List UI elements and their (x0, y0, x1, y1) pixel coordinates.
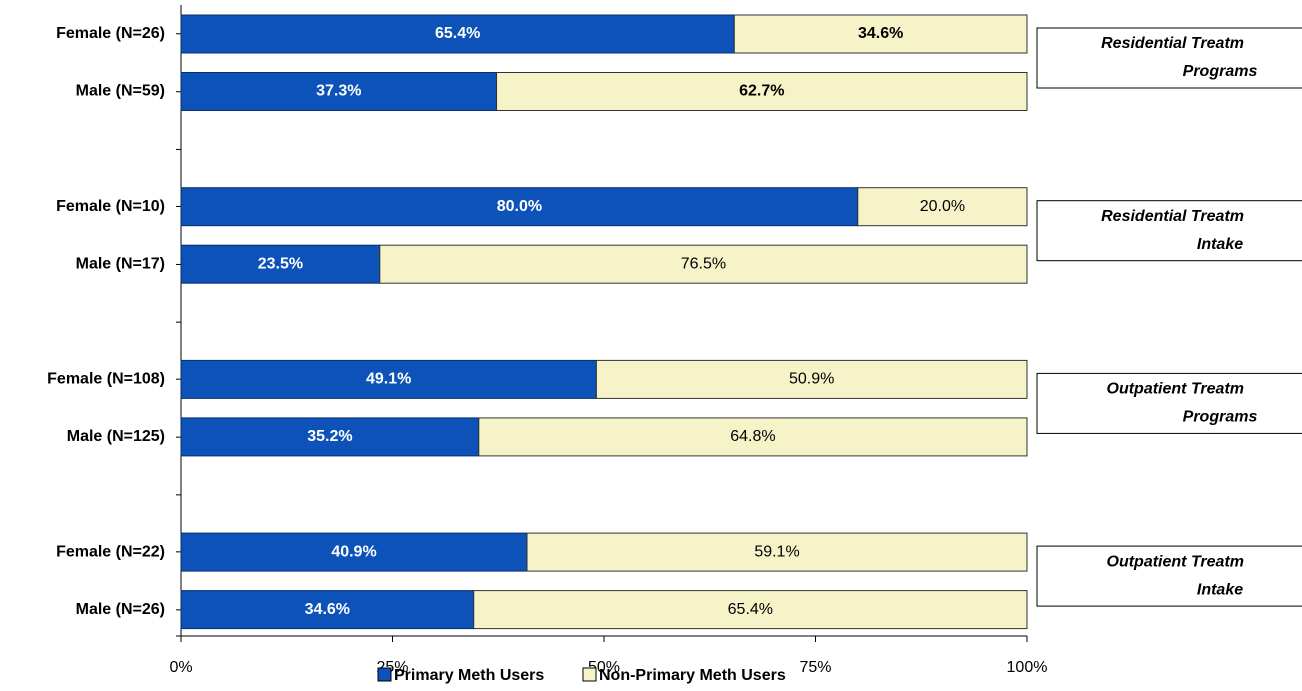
data-label: 64.8% (730, 428, 775, 445)
group-label: Intake (1197, 236, 1243, 253)
bar-segment (180, 590, 475, 630)
bar-segment (473, 590, 1028, 630)
data-label: 23.5% (258, 255, 303, 272)
group-label: Outpatient Treatm (1107, 553, 1245, 570)
group-box (1036, 545, 1302, 607)
category-label: Male (N=125) (67, 428, 165, 445)
category-label: Male (N=17) (76, 255, 165, 272)
data-label: 40.9% (331, 543, 376, 560)
bar-segment (733, 14, 1028, 54)
data-label: 59.1% (754, 543, 799, 560)
group-label: Outpatient Treatm (1107, 381, 1245, 398)
category-label: Female (N=26) (56, 25, 165, 42)
data-label: 65.4% (728, 601, 773, 618)
group-label: Programs (1183, 63, 1258, 80)
bar-segment (496, 72, 1028, 111)
group-label: Programs (1183, 409, 1258, 426)
category-label: Female (N=22) (56, 543, 165, 560)
bar-segment (180, 187, 859, 227)
bar-segment (857, 187, 1028, 227)
data-label: 37.3% (316, 83, 361, 100)
group-box (1036, 372, 1302, 434)
group-label: Residential Treatm (1101, 35, 1244, 52)
bar-segment (180, 532, 528, 572)
x-tick-label: 100% (1007, 659, 1048, 676)
data-label: 20.0% (920, 198, 965, 215)
x-tick-label: 75% (799, 659, 831, 676)
data-label: 49.1% (366, 371, 411, 388)
group-label: Intake (1197, 581, 1243, 598)
legend-swatch (582, 667, 597, 682)
bar-segment (180, 244, 381, 284)
category-label: Male (N=26) (76, 601, 165, 618)
data-label: 34.6% (858, 25, 903, 42)
bar-segment (180, 14, 735, 54)
data-label: 34.6% (305, 601, 350, 618)
bar-segment (526, 532, 1028, 572)
bar-segment (180, 72, 498, 111)
bar-segment (379, 244, 1028, 284)
group-label: Residential Treatm (1101, 208, 1244, 225)
category-label: Female (N=108) (47, 371, 165, 388)
data-label: 62.7% (739, 83, 784, 100)
bar-segment (478, 417, 1028, 457)
legend-swatch (377, 667, 392, 682)
category-label: Female (N=10) (56, 198, 165, 215)
x-tick-label: 0% (169, 659, 192, 676)
data-label: 76.5% (681, 255, 726, 272)
legend-label: Primary Meth Users (394, 667, 544, 684)
group-box (1036, 200, 1302, 262)
group-box (1036, 27, 1302, 89)
bar-segment (180, 359, 597, 399)
data-label: 65.4% (435, 25, 480, 42)
data-label: 35.2% (307, 428, 352, 445)
bar-segment (595, 359, 1028, 399)
data-label: 50.9% (789, 371, 834, 388)
bar-segment (180, 417, 480, 457)
category-label: Male (N=59) (76, 83, 165, 100)
data-label: 80.0% (497, 198, 542, 215)
legend-label: Non-Primary Meth Users (599, 667, 786, 684)
